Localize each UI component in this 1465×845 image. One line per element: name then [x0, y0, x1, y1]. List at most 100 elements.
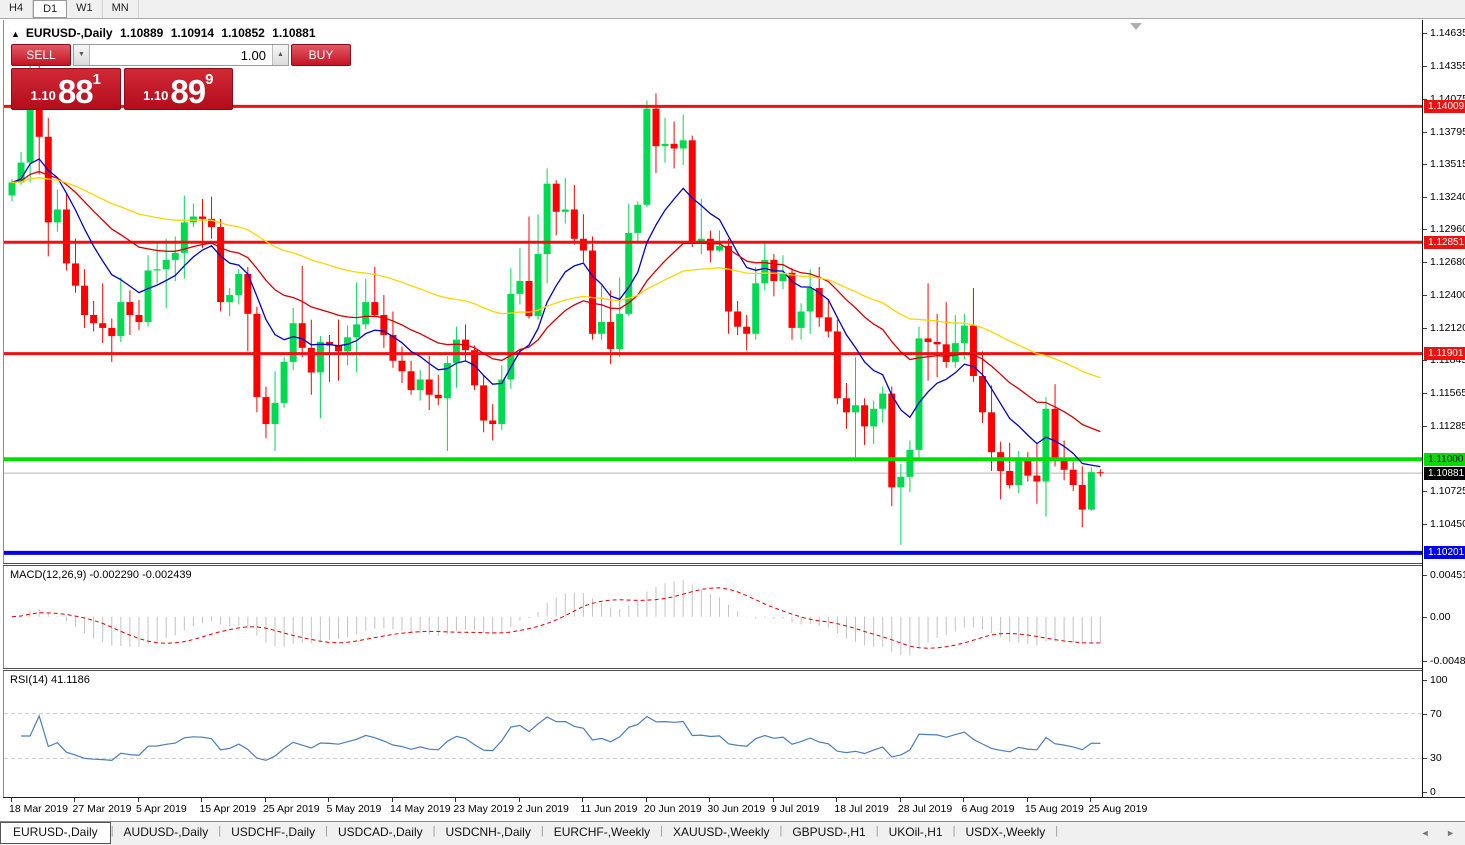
rsi-pane[interactable]: RSI(14) 41.1186 — [3, 671, 1422, 797]
sell-button[interactable]: SELL — [11, 44, 71, 66]
one-click-trade-panel: SELL ▼ ▲ BUY 1.10 88 1 1.10 — [11, 44, 351, 110]
sell-quote-button[interactable]: 1.10 88 1 — [11, 68, 121, 110]
price-tick-label: 1.11285 — [1430, 419, 1465, 432]
buy-button[interactable]: BUY — [291, 44, 351, 66]
tab-separator: | — [1055, 825, 1059, 837]
chart-tab-eurusd-daily[interactable]: EURUSD-,Daily — [0, 822, 111, 844]
scale-tick-mark — [1423, 425, 1427, 427]
chart-tab-gbpusd-h1[interactable]: GBPUSD-,H1 — [792, 825, 866, 839]
chart-shift-marker[interactable] — [1130, 23, 1142, 30]
date-tick-label: 11 Jun 2019 — [580, 803, 638, 815]
price-tick-label: 1.13240 — [1430, 190, 1465, 203]
date-tick-label: 5 May 2019 — [326, 803, 382, 815]
date-tick-mark — [645, 798, 647, 802]
main-chart-canvas[interactable] — [4, 20, 1422, 563]
period-button-mn[interactable]: MN — [103, 0, 139, 18]
date-tick-label: 28 Jul 2019 — [897, 803, 953, 815]
candles-group — [8, 51, 1104, 545]
macd-pane[interactable]: MACD(12,26,9) -0.002290 -0.002439 — [3, 566, 1422, 668]
scale-tick-mark — [1423, 661, 1427, 662]
pane-splitter[interactable] — [3, 563, 1465, 566]
tab-separator: | — [432, 825, 436, 837]
date-tick-mark — [836, 798, 838, 802]
price-tick-label: 1.12680 — [1430, 256, 1465, 269]
chart-tab-usdcnh-daily[interactable]: USDCNH-,Daily — [445, 825, 531, 839]
date-tick-mark — [11, 798, 12, 802]
sell-price-point: 1 — [92, 71, 101, 88]
ohlc-open: 1.10889 — [119, 26, 164, 40]
macd-axis-label: 0.004517 — [1430, 569, 1465, 581]
chart-tab-xauusd-weekly[interactable]: XAUUSD-,Weekly — [673, 825, 770, 839]
date-tick-mark — [709, 798, 711, 802]
scale-tick-mark — [1423, 262, 1427, 264]
date-axis: 18 Mar 2019 27 Mar 2019 5 Apr 2019 15 Apr 2… — [3, 797, 1465, 820]
tab-separator: | — [875, 825, 879, 837]
macd-histogram — [20, 579, 1101, 656]
scale-tick-mark — [1423, 713, 1427, 715]
buy-quote-button[interactable]: 1.10 89 9 — [123, 68, 233, 110]
volume-decrease-button[interactable]: ▼ — [74, 45, 90, 65]
chart-tab-audusd-daily[interactable]: AUDUSD-,Daily — [123, 825, 209, 839]
macd-canvas[interactable] — [4, 566, 1422, 668]
sell-price-pips: 88 — [57, 72, 94, 110]
date-tick-mark — [201, 798, 203, 802]
date-tick-mark — [1026, 798, 1028, 802]
pane-splitter[interactable] — [3, 668, 1465, 671]
volume-input[interactable] — [90, 45, 272, 65]
rsi-line — [21, 714, 1101, 762]
scale-tick-mark — [1423, 392, 1427, 394]
date-tick-label: 20 Jun 2019 — [643, 803, 702, 815]
sell-price-figure: 1.10 — [30, 88, 56, 103]
period-button-d1[interactable]: D1 — [33, 0, 68, 18]
moving-average-line-25 — [11, 170, 1101, 433]
chart-tab-ukoil-h1[interactable]: UKOil-,H1 — [888, 825, 943, 839]
tab-scroll-left-button[interactable]: ◄ — [1420, 828, 1430, 838]
macd-signal-line — [11, 587, 1101, 649]
date-tick-label: 27 Mar 2019 — [72, 803, 132, 815]
macd-axis-label: -0.004806 — [1430, 655, 1465, 667]
scale-tick-mark — [1423, 523, 1427, 525]
ohlc-low: 1.10852 — [221, 26, 265, 40]
scale-tick-mark — [1423, 65, 1427, 67]
chart-tab-usdx-weekly[interactable]: USDX-,Weekly — [965, 825, 1046, 839]
tab-separator: | — [779, 825, 783, 837]
macd-title: MACD(12,26,9) -0.002290 -0.002439 — [10, 569, 192, 581]
price-tick-label: 1.12960 — [1430, 223, 1465, 236]
scale-tick-mark — [1423, 229, 1427, 231]
date-tick-mark — [582, 798, 584, 802]
date-tick-label: 5 Apr 2019 — [135, 803, 187, 815]
rsi-canvas[interactable] — [4, 671, 1422, 797]
date-tick-mark — [391, 798, 393, 802]
scale-tick-mark — [1423, 131, 1427, 133]
date-tick-mark — [328, 798, 330, 802]
chart-tab-usdcad-daily[interactable]: USDCAD-,Daily — [337, 825, 423, 839]
scale-tick-mark — [1423, 33, 1427, 34]
chart-tab-eurchf-weekly[interactable]: EURCHF-,Weekly — [553, 825, 651, 839]
period-button-h4[interactable]: H4 — [0, 0, 34, 18]
scale-tick-mark — [1423, 295, 1427, 297]
scale-tick-mark — [1423, 616, 1427, 618]
date-tick-mark — [963, 798, 965, 802]
chart-header: ▲ EURUSD-,Daily 1.10889 1.10914 1.10852 1… — [11, 26, 320, 40]
collapse-panel-icon[interactable]: ▲ — [11, 29, 20, 39]
level-price-label: 1.14009 — [1424, 99, 1465, 113]
tab-scroll-right-button[interactable]: ► — [1446, 828, 1455, 838]
price-tick-label: 1.11565 — [1430, 386, 1465, 399]
volume-stepper: ▼ ▲ — [73, 44, 289, 66]
level-price-label: 1.10201 — [1424, 546, 1465, 560]
rsi-axis-label: 30 — [1430, 752, 1442, 765]
date-tick-label: 6 Aug 2019 — [961, 803, 1015, 815]
rsi-axis-label: 70 — [1430, 707, 1442, 720]
date-tick-mark — [74, 798, 76, 802]
moving-average-line-10 — [11, 158, 1101, 468]
period-button-w1[interactable]: W1 — [67, 0, 103, 18]
volume-increase-button[interactable]: ▲ — [272, 45, 288, 65]
tab-separator: | — [660, 825, 664, 837]
chart-tab-usdchf-daily[interactable]: USDCHF-,Daily — [231, 825, 316, 839]
scale-tick-mark — [1423, 196, 1427, 198]
date-tick-label: 14 May 2019 — [389, 803, 451, 815]
tab-separator: | — [325, 825, 328, 837]
main-chart-pane[interactable]: ▲ EURUSD-,Daily 1.10889 1.10914 1.10852 1… — [3, 20, 1422, 563]
tab-separator: | — [110, 825, 114, 837]
